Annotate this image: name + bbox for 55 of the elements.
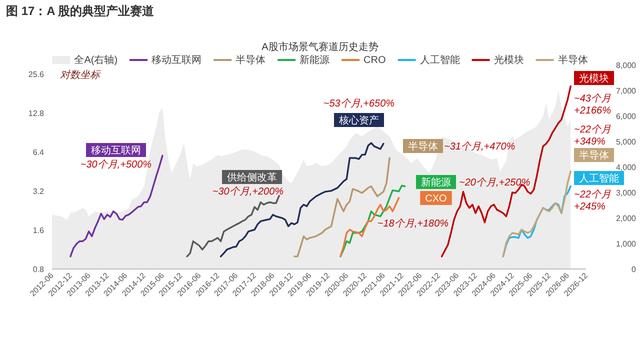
annotation: 供给侧改革 bbox=[227, 172, 277, 184]
y-tick-label: 0.8 bbox=[32, 265, 45, 274]
legend-label: 半导体 bbox=[236, 54, 266, 66]
annotation: 移动互联网 bbox=[91, 144, 141, 156]
legend-label: 全A(右轴) bbox=[74, 54, 118, 66]
y2-tick-label: 0 bbox=[632, 265, 637, 274]
legend-label: CRO bbox=[364, 55, 386, 66]
annotation: 人工智能 bbox=[579, 172, 619, 184]
annotation: ~20个月,+250% bbox=[459, 176, 530, 188]
chart-subtitle: A股市场景气赛道历史走势 bbox=[262, 41, 378, 53]
y-tick-label: 3.2 bbox=[32, 187, 45, 196]
annotation: ~30个月,+500% bbox=[80, 158, 152, 170]
label-box: 核心资产 bbox=[334, 113, 384, 127]
annotation: ~31个月,+470% bbox=[444, 140, 516, 152]
label-box: 半导体 bbox=[574, 148, 614, 162]
y2-tick-label: 2,000 bbox=[616, 214, 637, 223]
legend-label: 半导体 bbox=[558, 54, 588, 66]
label-box: CXO bbox=[420, 191, 452, 205]
annotation: 半导体 bbox=[579, 150, 609, 162]
label-box: 移动互联网 bbox=[86, 143, 146, 157]
y2-tick-label: 6,000 bbox=[616, 112, 637, 121]
annotation: CXO bbox=[425, 194, 448, 204]
annotation: 光模块 bbox=[579, 72, 609, 84]
y2-tick-label: 7,000 bbox=[616, 86, 637, 96]
label-box: 供给侧改革 bbox=[222, 170, 282, 184]
annotation: ~22个月 +349% bbox=[574, 124, 611, 148]
y2-tick-label: 5,000 bbox=[616, 138, 637, 146]
annotation: 新能源 bbox=[421, 176, 451, 188]
annotation: ~30个月,+200% bbox=[212, 186, 284, 198]
annotation: 半导体 bbox=[408, 140, 438, 152]
legend-label: 移动互联网 bbox=[152, 54, 202, 66]
label-box: 人工智能 bbox=[574, 171, 624, 185]
annotation: ~53个月,+650% bbox=[323, 98, 395, 110]
y-tick-label: 25.6 bbox=[28, 70, 45, 79]
y-tick-label: 6.4 bbox=[32, 148, 45, 157]
y2-tick-label: 8,000 bbox=[616, 61, 637, 70]
y2-tick-label: 4,000 bbox=[616, 163, 637, 172]
label-box: 半导体 bbox=[403, 139, 443, 153]
legend-label: 人工智能 bbox=[420, 54, 460, 66]
annotation: ~43个月 +2166% bbox=[574, 92, 612, 116]
label-box: 新能源 bbox=[416, 175, 456, 189]
annotation: ~18个月,+180% bbox=[377, 218, 449, 230]
line-series bbox=[70, 154, 164, 258]
line-series bbox=[186, 194, 280, 258]
annotation: 对数坐标 bbox=[60, 69, 101, 81]
annotation: ~22个月 +245% bbox=[574, 188, 611, 212]
y-tick-label: 1.6 bbox=[32, 226, 45, 235]
legend-label: 光模块 bbox=[494, 54, 524, 66]
legend-label: 新能源 bbox=[300, 54, 330, 66]
y-tick-label: 12.8 bbox=[28, 109, 45, 118]
label-box: 光模块 bbox=[574, 71, 614, 85]
chart-title: 图 17：A 股的典型产业赛道 bbox=[6, 4, 156, 18]
annotation: 核心资产 bbox=[338, 114, 379, 126]
y2-tick-label: 3,000 bbox=[616, 188, 637, 198]
y2-tick-label: 1,000 bbox=[616, 240, 637, 248]
